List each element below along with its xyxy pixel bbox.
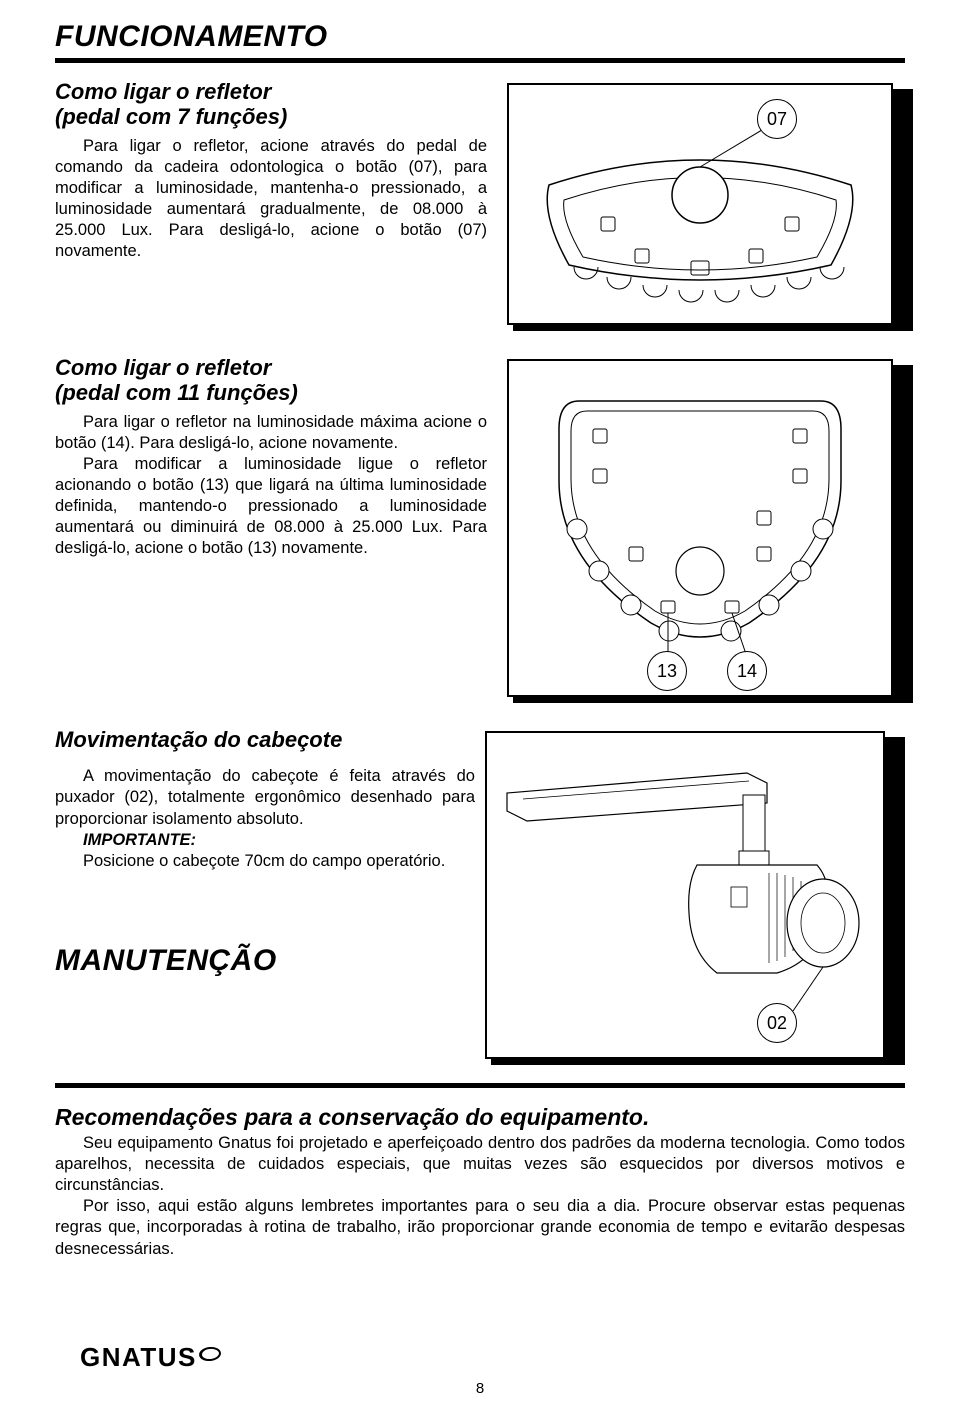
- paragraph: Para ligar o refletor na luminosidade má…: [55, 412, 487, 454]
- recomendacoes-body: Seu equipamento Gnatus foi projetado e a…: [55, 1133, 905, 1260]
- subheading: Movimentação do cabeçote: [55, 727, 475, 752]
- logo-text: GNATUS: [80, 1342, 197, 1373]
- figure-column: 07: [507, 79, 907, 325]
- rule: [55, 58, 905, 63]
- important-text: Posicione o cabeçote 70cm do campo opera…: [55, 851, 475, 872]
- rule: [55, 1083, 905, 1088]
- figure-pedal-7: 07: [507, 83, 907, 325]
- subheading-line: (pedal com 11 funções): [55, 380, 298, 405]
- callout-14: 14: [727, 651, 767, 691]
- figure-column: 13 14: [507, 355, 907, 697]
- body-text: Para ligar o refletor na luminosidade má…: [55, 412, 487, 560]
- section-cabecote: Movimentação do cabeçote A movimentação …: [55, 727, 905, 1059]
- paragraph: A movimentação do cabeçote é feita atrav…: [55, 766, 475, 829]
- manutencao-block: MANUTENÇÃO: [55, 944, 475, 978]
- heading-funcionamento: FUNCIONAMENTO: [55, 20, 905, 54]
- body-text: Para ligar o refletor, acione através do…: [55, 136, 487, 263]
- heading-recomendacoes: Recomendações para a conservação do equi…: [55, 1104, 905, 1131]
- figure-pedal-11: 13 14: [507, 359, 907, 697]
- heading-manutencao: MANUTENÇÃO: [55, 944, 475, 978]
- paragraph: Para ligar o refletor, acione através do…: [55, 136, 487, 263]
- paragraph: Para modificar a luminosidade ligue o re…: [55, 454, 487, 560]
- important-label: IMPORTANTE:: [55, 830, 475, 851]
- subheading-line: (pedal com 7 funções): [55, 104, 287, 129]
- figure-frame: 02: [485, 731, 885, 1059]
- paragraph: Por isso, aqui estão alguns lembretes im…: [55, 1196, 905, 1259]
- brand-logo: GNATUS: [80, 1342, 221, 1373]
- callout-07: 07: [757, 99, 797, 139]
- subheading-line: Como ligar o refletor: [55, 79, 271, 104]
- page-number: 8: [0, 1380, 960, 1397]
- pedal-11-diagram: [509, 361, 891, 695]
- figure-column: 02: [485, 727, 899, 1059]
- logo-ring-icon: [198, 1345, 221, 1361]
- text-column: Movimentação do cabeçote A movimentação …: [55, 727, 475, 982]
- subheading: Como ligar o refletor (pedal com 7 funçõ…: [55, 79, 487, 130]
- text-column: Como ligar o refletor (pedal com 11 funç…: [55, 355, 487, 559]
- callout-02: 02: [757, 1003, 797, 1043]
- paragraph: Seu equipamento Gnatus foi projetado e a…: [55, 1133, 905, 1196]
- body-text: A movimentação do cabeçote é feita atrav…: [55, 766, 475, 872]
- subheading: Como ligar o refletor (pedal com 11 funç…: [55, 355, 487, 406]
- callout-13: 13: [647, 651, 687, 691]
- section-7-funcoes: Como ligar o refletor (pedal com 7 funçõ…: [55, 79, 905, 325]
- figure-frame: 13 14: [507, 359, 893, 697]
- figure-frame: 07: [507, 83, 893, 325]
- text-column: Como ligar o refletor (pedal com 7 funçõ…: [55, 79, 487, 262]
- section-11-funcoes: Como ligar o refletor (pedal com 11 funç…: [55, 355, 905, 697]
- figure-cabecote: 02: [485, 731, 899, 1059]
- subheading-line: Como ligar o refletor: [55, 355, 271, 380]
- pedal-7-diagram: [509, 85, 891, 323]
- cabecote-diagram: [487, 733, 883, 1057]
